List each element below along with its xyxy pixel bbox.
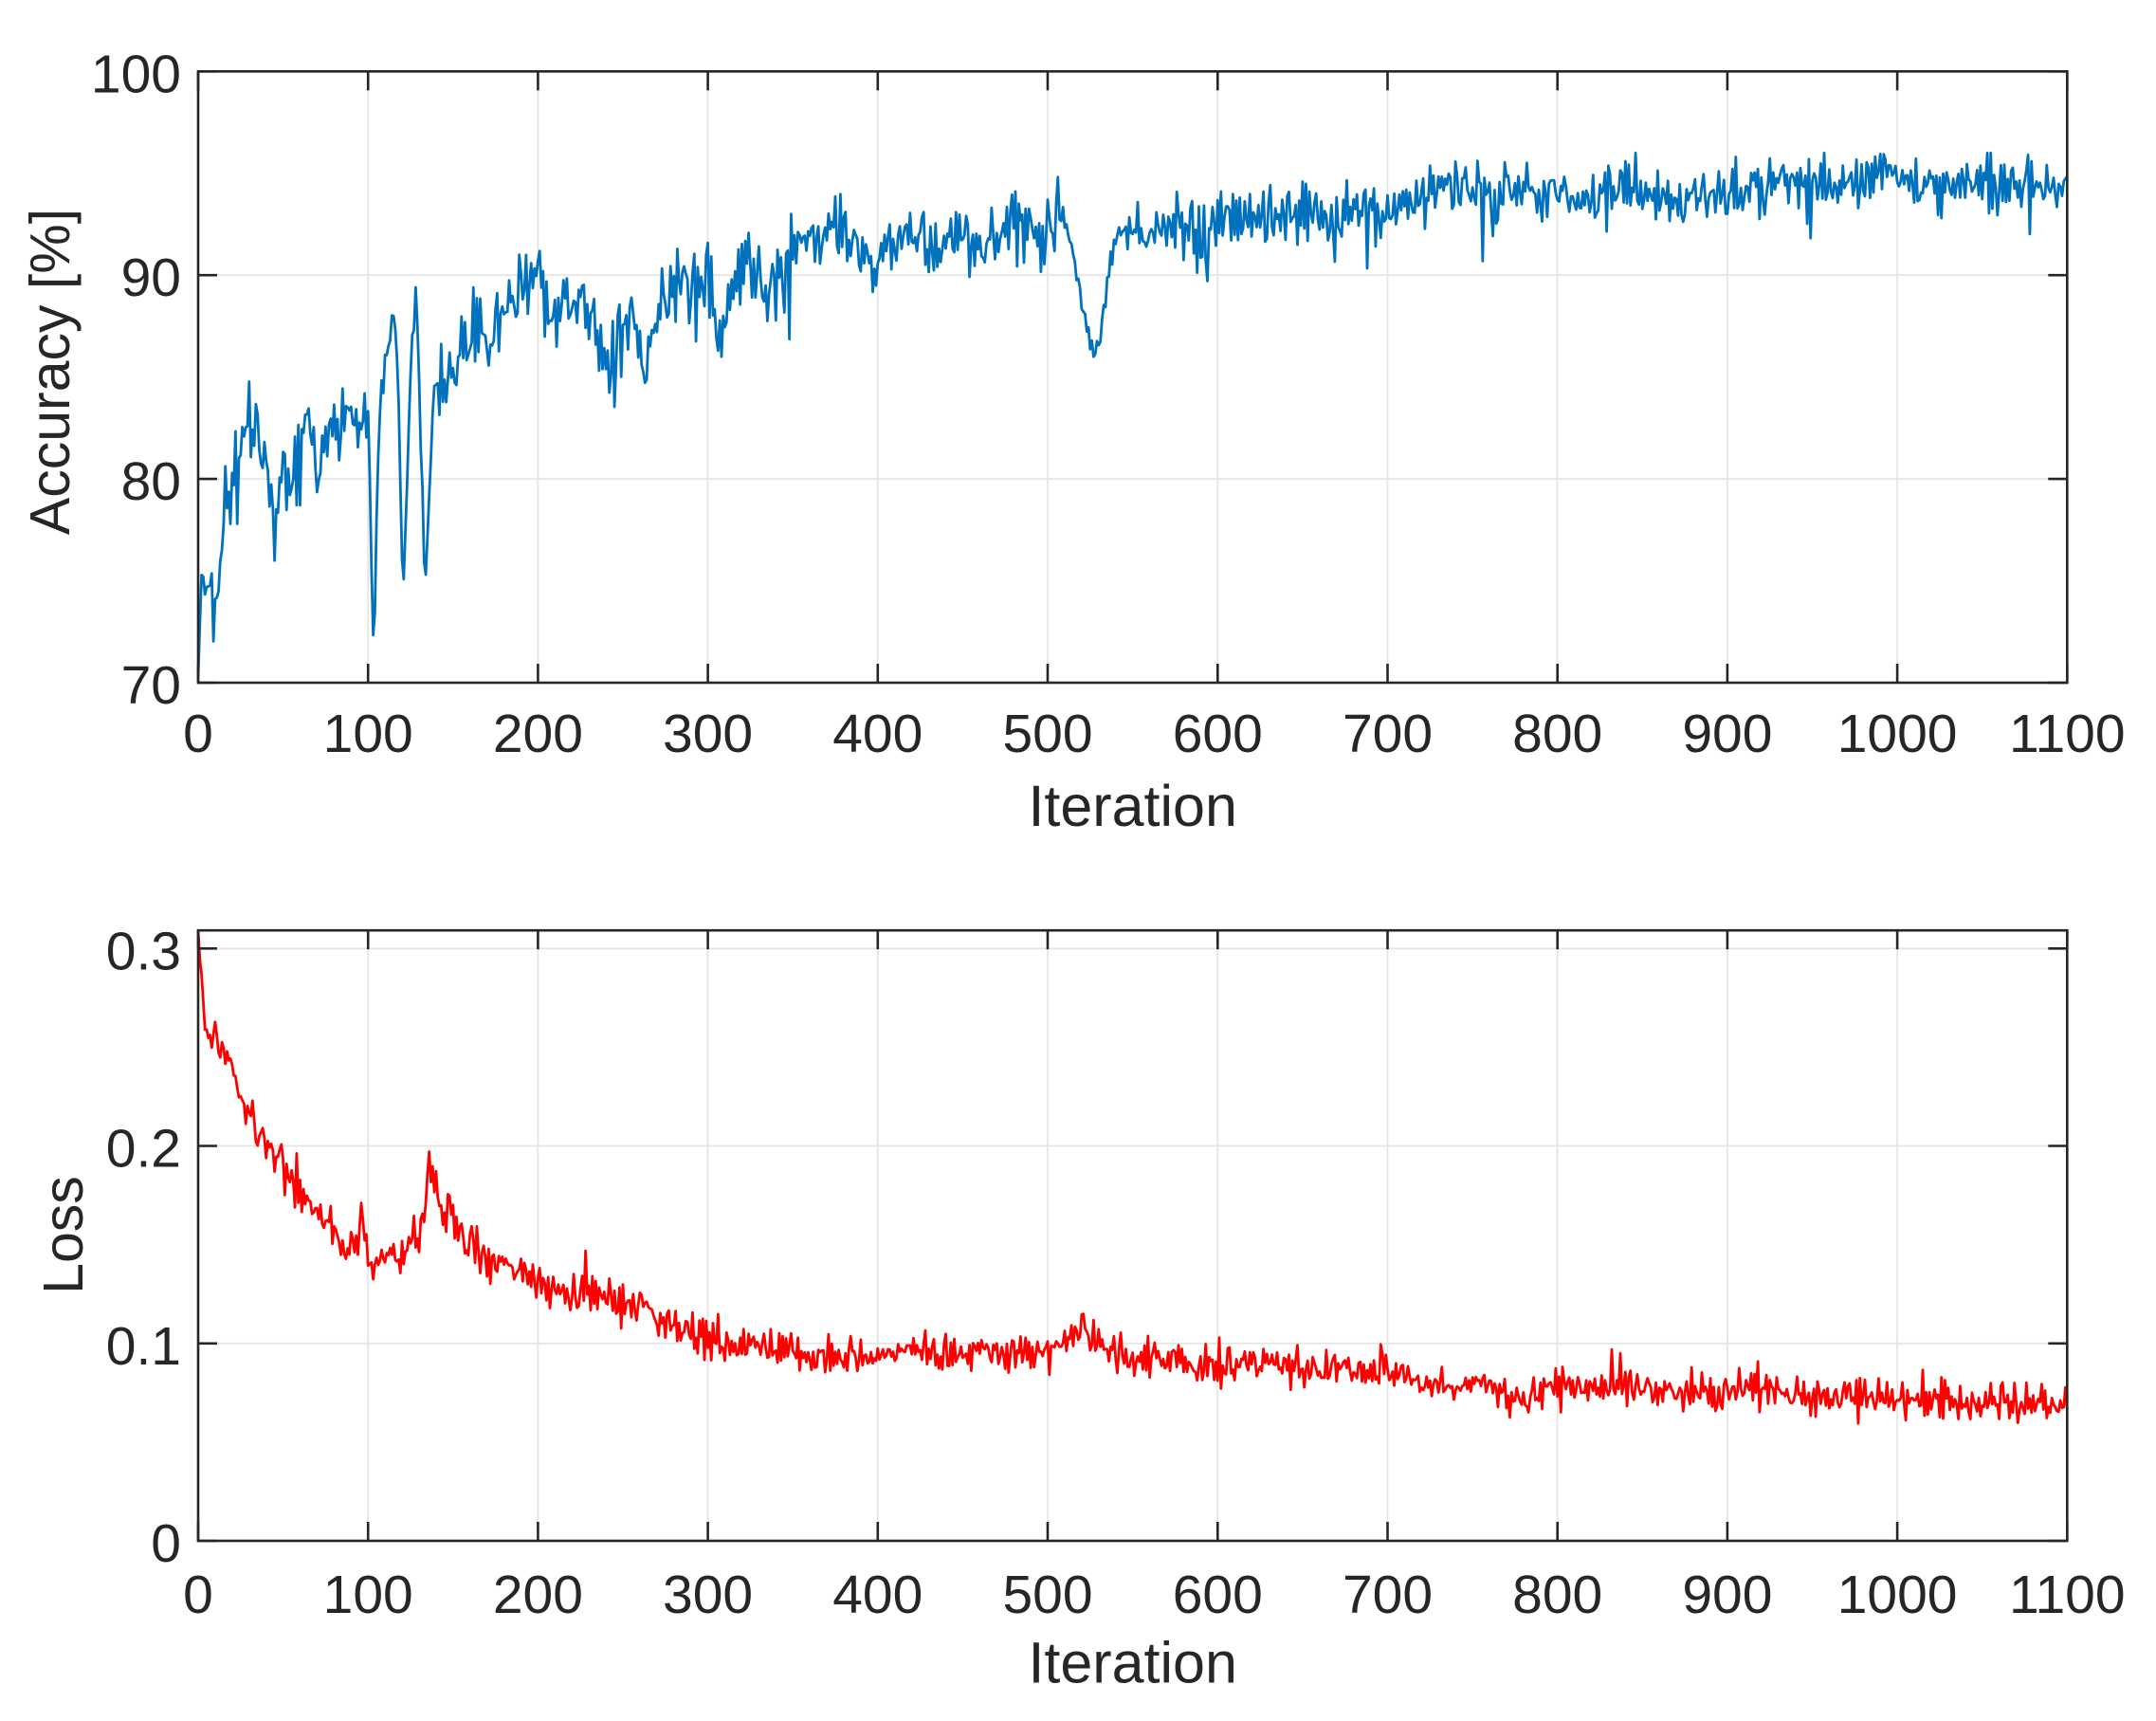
svg-text:300: 300 bbox=[663, 1565, 753, 1625]
svg-text:100: 100 bbox=[323, 1565, 413, 1625]
svg-text:800: 800 bbox=[1512, 1565, 1602, 1625]
svg-text:0: 0 bbox=[183, 1565, 213, 1625]
svg-text:900: 900 bbox=[1682, 704, 1772, 764]
svg-text:70: 70 bbox=[121, 655, 181, 716]
svg-text:200: 200 bbox=[493, 1565, 583, 1625]
svg-text:Iteration: Iteration bbox=[1028, 774, 1236, 838]
svg-text:1000: 1000 bbox=[1837, 1565, 1958, 1625]
svg-text:0: 0 bbox=[183, 704, 213, 764]
svg-text:900: 900 bbox=[1682, 1565, 1772, 1625]
svg-text:800: 800 bbox=[1512, 704, 1602, 764]
svg-text:200: 200 bbox=[493, 704, 583, 764]
svg-text:0.1: 0.1 bbox=[106, 1316, 181, 1377]
svg-text:100: 100 bbox=[91, 44, 181, 104]
svg-text:90: 90 bbox=[121, 247, 181, 308]
svg-text:1100: 1100 bbox=[2009, 704, 2126, 764]
svg-text:0.2: 0.2 bbox=[106, 1119, 181, 1180]
svg-text:300: 300 bbox=[663, 704, 753, 764]
svg-text:1100: 1100 bbox=[2009, 1565, 2126, 1625]
svg-text:Accuracy [%]: Accuracy [%] bbox=[19, 209, 82, 535]
svg-text:500: 500 bbox=[1002, 1565, 1092, 1625]
svg-text:100: 100 bbox=[323, 704, 413, 764]
svg-text:700: 700 bbox=[1343, 704, 1433, 764]
svg-text:80: 80 bbox=[121, 451, 181, 512]
svg-text:1000: 1000 bbox=[1837, 704, 1958, 764]
svg-text:0: 0 bbox=[151, 1513, 181, 1574]
svg-text:0.3: 0.3 bbox=[106, 921, 181, 981]
svg-text:600: 600 bbox=[1173, 1565, 1263, 1625]
svg-text:400: 400 bbox=[832, 704, 923, 764]
svg-text:700: 700 bbox=[1343, 1565, 1433, 1625]
svg-text:Loss: Loss bbox=[32, 1176, 95, 1294]
svg-text:600: 600 bbox=[1173, 704, 1263, 764]
svg-text:400: 400 bbox=[832, 1565, 923, 1625]
svg-text:Iteration: Iteration bbox=[1028, 1631, 1236, 1695]
svg-text:500: 500 bbox=[1002, 704, 1092, 764]
